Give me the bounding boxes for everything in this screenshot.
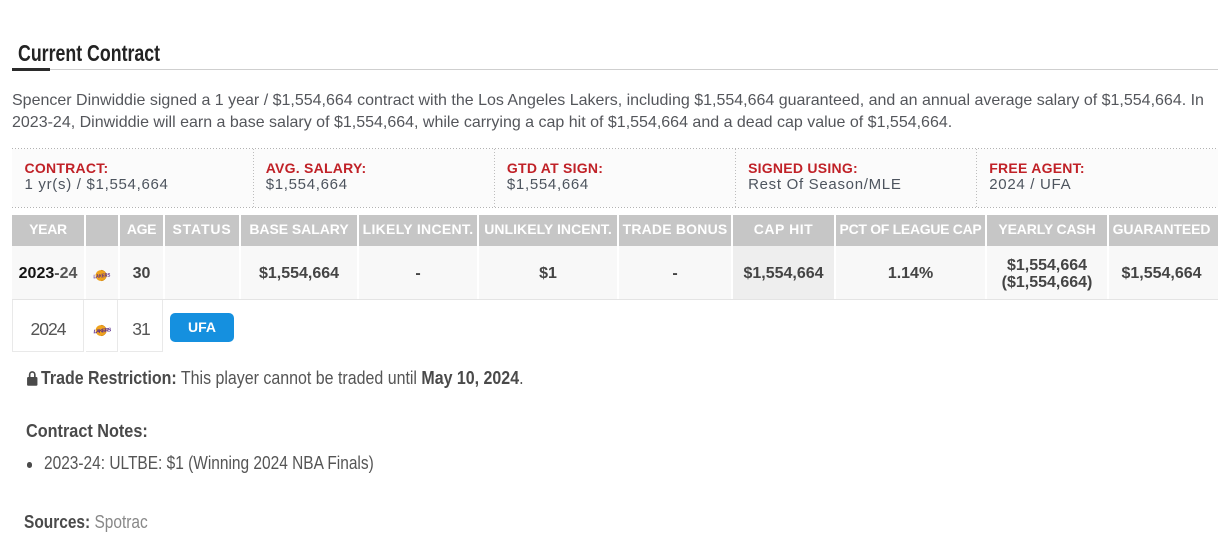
svg-text:LAKERS: LAKERS bbox=[93, 272, 111, 280]
svg-text:LAKERS: LAKERS bbox=[93, 327, 111, 335]
